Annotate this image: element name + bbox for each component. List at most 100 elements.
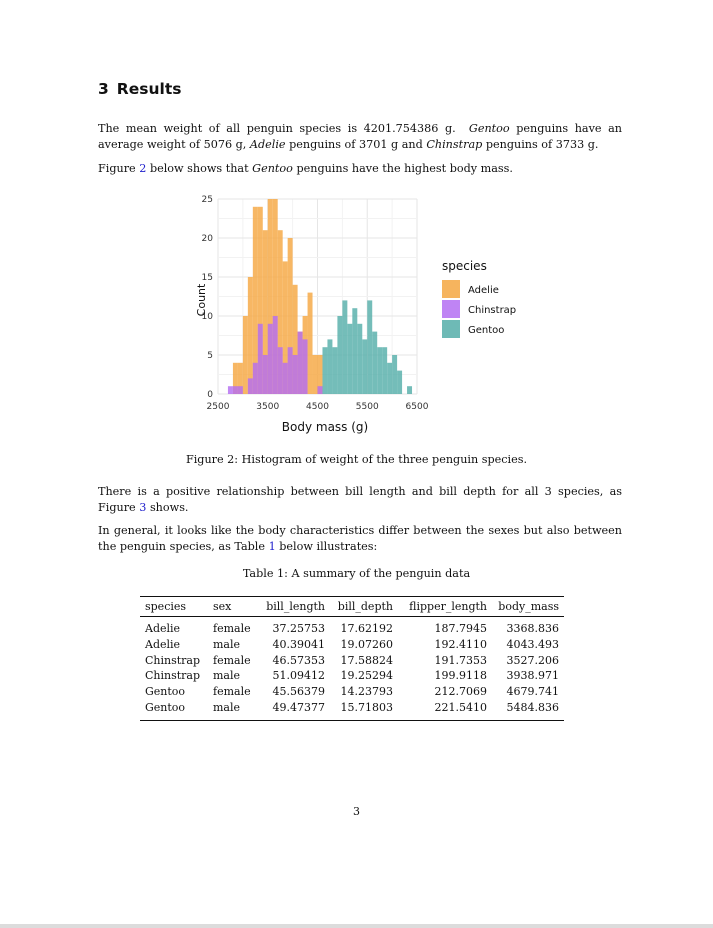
- bar-adelie: [247, 277, 253, 394]
- bar-gentoo: [322, 347, 328, 394]
- table-cell: male: [213, 669, 241, 683]
- bar-chinstrap: [297, 331, 303, 394]
- bar-chinstrap: [257, 323, 263, 394]
- histogram-chart: 0 5 10 15 20 25 2500 3500 4500 5500 6500 Count Bo…: [195, 195, 516, 434]
- figure-caption: Figure 2: Histogram of weight of the thr…: [185, 453, 528, 466]
- y-tick-label: 10: [202, 312, 214, 322]
- table-bottom-rule: [140, 720, 564, 721]
- legend-swatch-adelie: [442, 280, 460, 298]
- legend-label-chinstrap: Chinstrap: [468, 305, 516, 316]
- table-cell: 4043.493: [506, 637, 560, 651]
- x-tick-labels: 2500 3500 4500 5500 6500: [207, 402, 429, 412]
- bar-gentoo: [377, 347, 383, 394]
- table-cell: male: [213, 637, 241, 651]
- chart-legend: species Adelie Chinstrap Gentoo: [442, 259, 516, 338]
- header-flipper-length: flipper_length: [398, 596, 492, 617]
- bar-adelie: [277, 230, 283, 394]
- bar-adelie: [252, 206, 258, 394]
- x-tick-label: 3500: [256, 402, 279, 412]
- table-cell: 212.7069: [434, 685, 488, 699]
- table-cell: 46.57353: [272, 653, 326, 667]
- x-tick-label: 4500: [306, 402, 329, 412]
- page-number: 3: [353, 805, 360, 818]
- table-link[interactable]: 1: [268, 540, 276, 553]
- table-cell: 15.71803: [340, 700, 394, 714]
- bar-gentoo: [332, 347, 338, 394]
- bar-gentoo: [352, 308, 358, 394]
- table-cell: 3527.206: [506, 653, 560, 667]
- bar-gentoo: [337, 316, 343, 394]
- table-row: Gentoo female 45.56379 14.23793 212.7069 4679…: [140, 684, 564, 700]
- header-sex: sex: [208, 596, 258, 617]
- table-cell: 40.39041: [272, 637, 326, 651]
- table-row: Adelie female 37.25753 17.62192 187.7945 3368…: [140, 617, 564, 637]
- bar-chinstrap: [272, 316, 278, 394]
- bar-adelie: [232, 362, 238, 394]
- table-cell: 221.5410: [434, 700, 488, 714]
- bar-gentoo: [327, 339, 333, 394]
- bar-adelie: [312, 355, 318, 394]
- legend-swatch-gentoo: [442, 320, 460, 338]
- table-cell: 4679.741: [506, 685, 560, 699]
- figure-link[interactable]: 2: [139, 162, 147, 175]
- x-tick-label: 5500: [356, 402, 379, 412]
- table-row: Chinstrap male 51.09412 19.25294 199.9118 393…: [140, 668, 564, 684]
- table-row: Gentoo male 49.47377 15.71803 221.5410 5484.8…: [140, 700, 564, 720]
- bar-adelie: [292, 284, 298, 394]
- paragraph-relationship: There is a positive relationship between…: [98, 485, 622, 514]
- table-cell: 192.4110: [434, 637, 488, 651]
- bar-adelie: [267, 199, 273, 394]
- y-tick-label: 5: [207, 351, 213, 361]
- bar-gentoo: [382, 347, 388, 394]
- table-cell: Adelie: [145, 637, 181, 651]
- y-tick-label: 0: [207, 390, 213, 400]
- table-cell: Chinstrap: [145, 669, 201, 683]
- summary-table: species sex bill_length bill_depth flipp…: [140, 596, 564, 720]
- table-cell: 3938.971: [506, 669, 560, 683]
- bar-gentoo: [342, 300, 348, 394]
- header-body-mass: body_mass: [492, 596, 564, 617]
- bar-chinstrap: [247, 378, 253, 394]
- bar-chinstrap: [227, 386, 233, 394]
- bar-chinstrap: [232, 386, 238, 394]
- bar-gentoo: [392, 355, 398, 394]
- header-species: species: [140, 596, 208, 617]
- table-cell: Gentoo: [145, 700, 186, 714]
- bar-gentoo: [387, 362, 393, 394]
- bar-chinstrap: [277, 347, 283, 394]
- bar-gentoo: [407, 386, 413, 394]
- y-tick-labels: 0 5 10 15 20 25: [202, 195, 214, 400]
- table-cell: 17.58824: [340, 653, 394, 667]
- table-cell: 51.09412: [272, 669, 326, 683]
- bar-chinstrap: [237, 386, 243, 394]
- bar-chinstrap: [252, 362, 258, 394]
- table-cell: Chinstrap: [145, 653, 201, 667]
- chart-bars: [227, 199, 413, 394]
- bar-adelie: [317, 355, 323, 394]
- y-axis-label: Count: [195, 283, 208, 316]
- table-cell: 17.62192: [340, 622, 394, 635]
- table-cell: female: [213, 653, 251, 667]
- table-cell: Adelie: [145, 622, 181, 635]
- x-tick-label: 2500: [207, 402, 230, 412]
- viewer-bottom-bar: [0, 924, 713, 928]
- table-cell: 37.25753: [272, 622, 326, 635]
- bar-adelie: [237, 362, 243, 394]
- bar-adelie: [287, 238, 293, 394]
- y-tick-label: 15: [202, 273, 213, 283]
- bar-chinstrap: [282, 362, 288, 394]
- bar-chinstrap: [317, 386, 323, 394]
- figure-link-3[interactable]: 3: [139, 501, 147, 514]
- section-heading: 3 Results: [98, 80, 181, 98]
- paragraph-mean-weight: The mean weight of all penguin species i…: [98, 122, 622, 151]
- table-cell: Gentoo: [145, 685, 186, 699]
- legend-swatch-chinstrap: [442, 300, 460, 318]
- table-cell: 45.56379: [272, 685, 326, 699]
- table-row: Adelie male 40.39041 19.07260 192.4110 4043.4…: [140, 637, 564, 653]
- section-title: Results: [116, 80, 182, 98]
- bar-chinstrap: [302, 339, 308, 394]
- table-cell: 19.25294: [340, 669, 394, 683]
- bar-adelie: [257, 206, 263, 394]
- bar-chinstrap: [292, 355, 298, 394]
